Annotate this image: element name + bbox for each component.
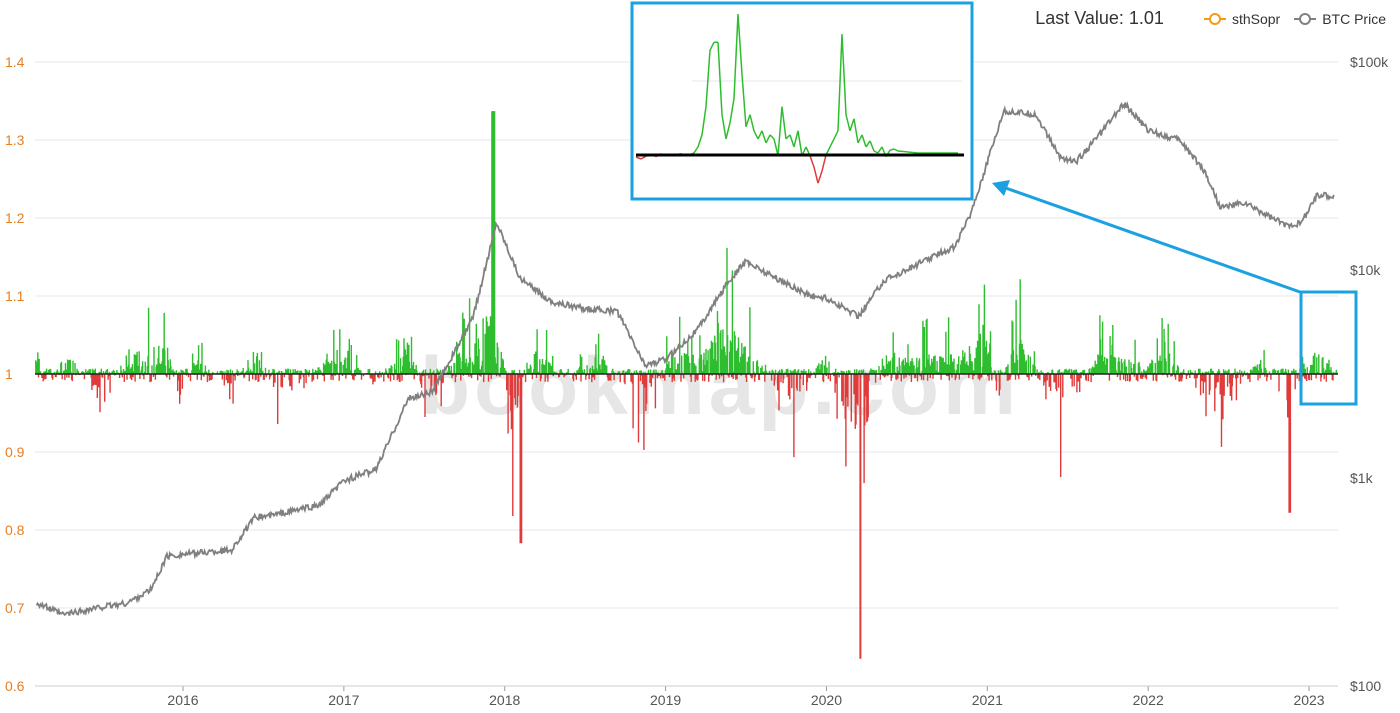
legend-item-btc-price[interactable]: BTC Price bbox=[1294, 11, 1386, 27]
x-tick-label: 2018 bbox=[489, 692, 520, 708]
sthsopr-below-bars bbox=[37, 374, 1334, 659]
sthsopr-legend-marker-icon bbox=[1203, 12, 1226, 25]
left-tick-label: 0.7 bbox=[5, 600, 25, 616]
right-tick-label: $100 bbox=[1350, 678, 1381, 694]
left-tick-label: 0.6 bbox=[5, 678, 25, 694]
left-tick-label: 1.4 bbox=[5, 54, 25, 70]
left-tick-label: 1.2 bbox=[5, 210, 25, 226]
arrow-line bbox=[999, 184, 1301, 294]
left-tick-label: 0.9 bbox=[5, 444, 25, 460]
last-value-label: Last Value: 1.01 bbox=[1035, 8, 1164, 28]
left-tick-label: 1.1 bbox=[5, 288, 25, 304]
right-tick-label: $10k bbox=[1350, 262, 1381, 278]
right-tick-label: $100k bbox=[1350, 54, 1389, 70]
btc-price-line bbox=[35, 100, 1335, 617]
btc-price-legend-marker-icon bbox=[1294, 12, 1317, 25]
x-tick-label: 2021 bbox=[972, 692, 1003, 708]
left-tick-label: 1 bbox=[5, 366, 13, 382]
x-tick-label: 2016 bbox=[167, 692, 198, 708]
left-tick-label: 1.3 bbox=[5, 132, 25, 148]
x-tick-label: 2022 bbox=[1133, 692, 1164, 708]
inset-frame bbox=[630, 1, 974, 201]
arrowhead-icon bbox=[992, 180, 1010, 196]
highlight-box bbox=[1299, 290, 1358, 406]
x-tick-label: 2017 bbox=[328, 692, 359, 708]
legend-label-btc-price: BTC Price bbox=[1322, 10, 1386, 27]
legend-item-sthsopr[interactable]: sthSopr bbox=[1203, 10, 1281, 27]
x-tick-label: 2020 bbox=[811, 692, 842, 708]
x-tick-label: 2019 bbox=[650, 692, 681, 708]
right-tick-label: $1k bbox=[1350, 470, 1374, 486]
left-tick-label: 0.8 bbox=[5, 522, 25, 538]
x-tick-label: 2023 bbox=[1293, 692, 1324, 708]
legend: Last Value: 1.01 sthSopr BTC Price bbox=[1035, 8, 1386, 29]
legend-label-sthsopr: sthSopr bbox=[1231, 10, 1281, 27]
